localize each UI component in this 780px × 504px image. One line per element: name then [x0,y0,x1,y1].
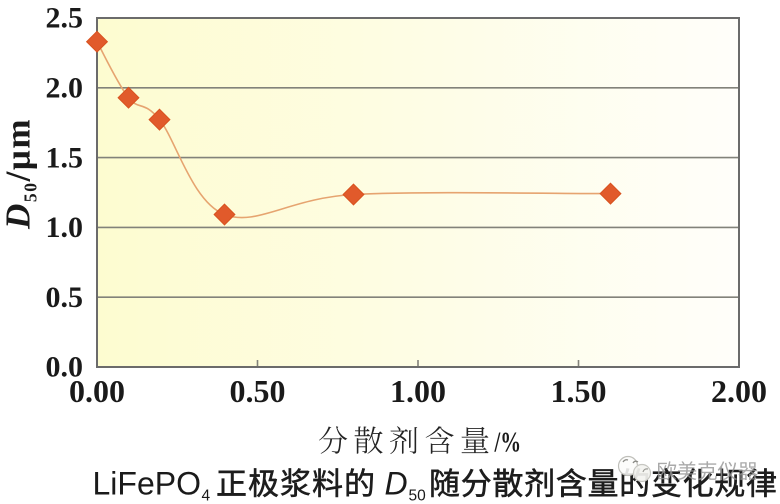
svg-text:1.00: 1.00 [390,373,446,409]
svg-text:2.00: 2.00 [711,373,767,409]
svg-text:0.0: 0.0 [46,351,84,384]
svg-text:0.5: 0.5 [46,281,84,314]
svg-text:50: 50 [409,488,427,504]
svg-text:0.00: 0.00 [69,373,125,409]
svg-text:2.5: 2.5 [46,2,84,35]
svg-text:LiFePO: LiFePO [93,466,201,502]
svg-text:1.5: 1.5 [46,141,84,174]
svg-text:0.50: 0.50 [230,373,286,409]
svg-text:D50/μm: D50/μm [0,118,41,230]
svg-text:2.0: 2.0 [46,72,84,105]
svg-text:D: D [385,466,408,502]
svg-text:4: 4 [202,488,211,504]
svg-text:/%: /% [494,426,521,458]
svg-text:1.0: 1.0 [46,211,84,244]
svg-text:1.50: 1.50 [551,373,607,409]
